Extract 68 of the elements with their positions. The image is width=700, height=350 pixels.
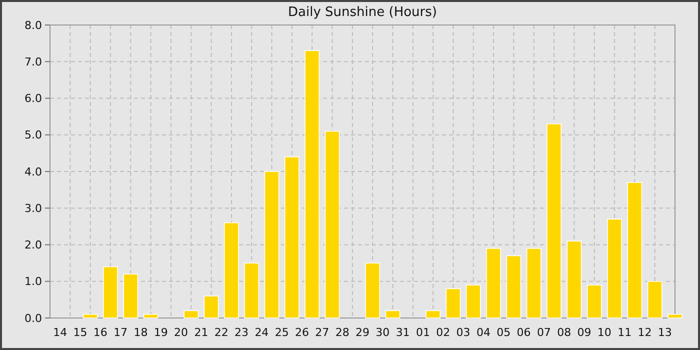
bar [324,130,340,318]
bar [264,171,280,318]
x-tick-label: 25 [274,326,289,339]
y-tick-label: 3.0 [24,202,42,215]
bar [143,314,158,318]
bar [668,314,682,318]
bar [546,123,562,318]
bar [385,310,400,318]
x-tick-label: 19 [154,326,168,339]
bar [586,284,602,318]
bar [82,314,98,318]
bar [446,288,461,318]
x-tick-label: 17 [114,326,128,339]
x-tick-label: 22 [214,326,228,339]
bar [224,222,239,318]
x-tick-label: 27 [315,326,330,339]
x-tick-label: 07 [536,326,551,339]
x-tick-label: 21 [194,326,208,339]
y-tick-label: 1.0 [24,275,42,288]
y-tick-label: 5.0 [24,128,42,142]
x-tick-label: 06 [516,326,531,339]
x-tick-label: 26 [295,326,310,339]
bar [607,218,622,318]
y-tick-label: 2.0 [24,238,42,252]
x-tick-label: 24 [254,326,269,339]
y-tick-label: 6.0 [24,92,42,106]
bar [365,262,380,318]
x-tick-label: 18 [134,326,148,339]
bar [466,284,481,318]
x-tick-label: 31 [396,326,410,339]
chart-title: Daily Sunshine (Hours) [288,5,437,20]
x-tick-label: 13 [658,326,672,339]
x-tick-label: 08 [557,326,572,339]
bar [244,262,260,318]
x-tick-label: 05 [496,326,511,339]
x-tick-label: 03 [456,326,470,339]
bar [304,50,320,318]
x-tick-label: 09 [577,326,592,339]
y-tick-label: 8.0 [24,18,42,32]
y-tick-label: 7.0 [24,55,42,68]
y-tick-label: 4.0 [24,165,42,178]
x-tick-label: 01 [416,326,430,339]
bar [526,248,542,318]
x-tick-label: 11 [618,326,632,339]
bar [123,274,138,318]
x-tick-label: 16 [93,326,108,339]
x-tick-label: 12 [638,326,652,339]
x-tick-label: 20 [174,326,188,339]
x-tick-label: 23 [234,326,249,339]
x-tick-label: 02 [436,326,450,339]
bar [426,310,441,318]
bar [647,280,662,318]
x-tick-label: 30 [376,326,390,339]
x-tick-label: 10 [597,326,612,339]
bar [486,248,502,318]
bar [566,240,582,318]
x-tick-label: 29 [356,326,370,339]
bar [627,182,642,318]
bar [204,296,219,318]
x-tick-label: 04 [476,326,490,339]
bar [184,310,199,318]
x-tick-label: 28 [335,326,350,339]
bar [284,156,300,318]
bar [103,266,118,318]
x-tick-label: 14 [53,326,68,339]
y-tick-label: 0.0 [24,312,42,325]
bar [506,255,522,318]
x-tick-label: 15 [73,326,88,339]
